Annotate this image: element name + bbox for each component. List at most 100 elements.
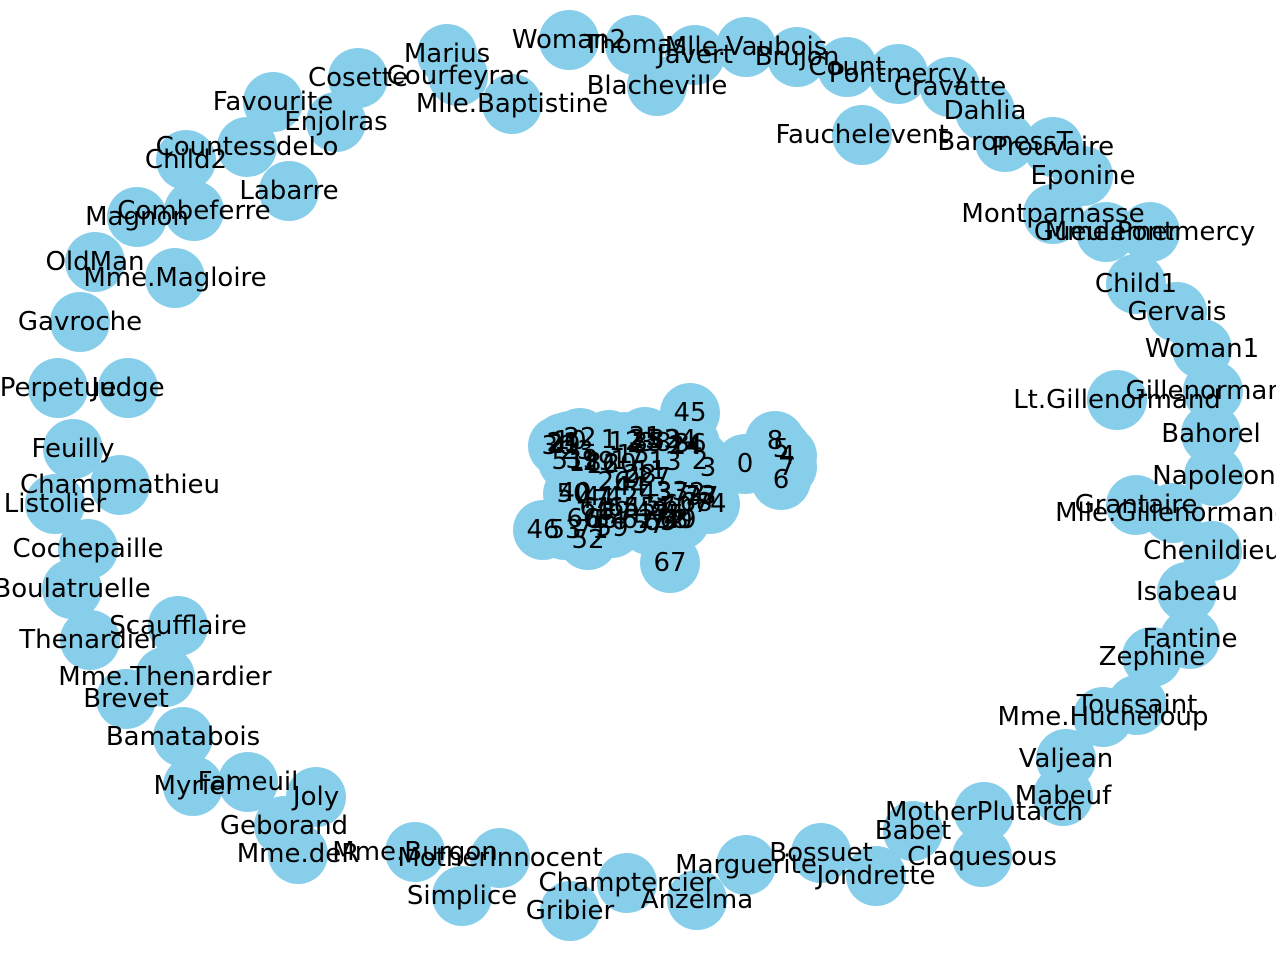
node-label-11: 11 bbox=[633, 456, 666, 486]
node-woman2 bbox=[539, 10, 599, 70]
node-label-28: 28 bbox=[623, 460, 656, 490]
node-label-marguerite: Marguerite bbox=[675, 850, 817, 880]
node-label-46: 46 bbox=[526, 515, 559, 545]
node-label-grantaire: Grantaire bbox=[1075, 490, 1198, 520]
node-label-mme-magloire: Mme.Magloire bbox=[83, 263, 266, 293]
node-label-1: 1 bbox=[601, 425, 618, 455]
node-mme-der bbox=[268, 824, 328, 884]
node-label-montparnasse: Montparnasse bbox=[961, 199, 1144, 229]
node-label-71: 71 bbox=[575, 515, 608, 545]
node-label-69: 69 bbox=[597, 497, 630, 527]
node-label-17: 17 bbox=[610, 446, 643, 476]
node-label-fameuil: Fameuil bbox=[198, 767, 299, 797]
node-label-33: 33 bbox=[655, 477, 688, 507]
node-label-child2: Child2 bbox=[145, 145, 227, 175]
node-lt-gillenormand bbox=[1087, 370, 1147, 430]
node-label-cosette: Cosette bbox=[308, 63, 408, 93]
node-enjolras bbox=[306, 92, 366, 152]
node-fameuil bbox=[218, 752, 278, 812]
node-gavroche bbox=[50, 292, 110, 352]
node-label-joly: Joly bbox=[291, 782, 339, 812]
node-label-fauchelevent: Fauchelevent bbox=[775, 120, 948, 150]
node-label-44: 44 bbox=[613, 472, 646, 502]
node-label-gillenormand: Gillenormand bbox=[1126, 376, 1276, 406]
node-mme-magloire bbox=[145, 248, 205, 308]
node-label-64: 64 bbox=[607, 493, 640, 523]
node-label-54: 54 bbox=[593, 505, 626, 535]
node-label-4: 4 bbox=[779, 441, 796, 471]
node-label-23: 23 bbox=[560, 436, 593, 466]
node-bamatabois bbox=[153, 707, 213, 767]
node-mme-burgon bbox=[385, 822, 445, 882]
node-label-65: 65 bbox=[585, 505, 618, 535]
node-label-19: 19 bbox=[581, 447, 614, 477]
node-zephine bbox=[1122, 627, 1182, 687]
node-label-41: 41 bbox=[583, 482, 616, 512]
node-label-68: 68 bbox=[679, 488, 712, 518]
node-label-58: 58 bbox=[655, 505, 688, 535]
node-brujon bbox=[767, 27, 827, 87]
node-label-judge: Judge bbox=[89, 373, 164, 403]
node-gillenormand bbox=[1183, 361, 1243, 421]
node-label-champtercier: Champtercier bbox=[539, 868, 716, 898]
node-fauchelevent bbox=[832, 105, 892, 165]
node-label-mme-hucheloup: Mme.Hucheloup bbox=[998, 702, 1209, 732]
node-circles bbox=[25, 10, 1244, 941]
node-label-myriel: Myriel bbox=[154, 771, 233, 801]
node-label-72: 72 bbox=[672, 478, 705, 508]
node-label-73: 73 bbox=[683, 481, 716, 511]
node-label-thomas: Thomas bbox=[582, 30, 686, 60]
node-label-boulatruelle: Boulatruelle bbox=[0, 574, 151, 604]
node-label-claquesous: Claquesous bbox=[907, 842, 1057, 872]
node-label-pontmercy: Pontmercy bbox=[829, 59, 967, 89]
node-label-53: 53 bbox=[548, 515, 581, 545]
node-champmathieu bbox=[90, 455, 150, 515]
node-gribier bbox=[540, 881, 600, 941]
node-listolier bbox=[25, 474, 85, 534]
node-label-60: 60 bbox=[659, 505, 692, 535]
node-label-63: 63 bbox=[643, 507, 676, 537]
node-marguerite bbox=[716, 835, 776, 895]
node-label-gribier: Gribier bbox=[526, 896, 615, 926]
node-label-fantine: Fantine bbox=[1143, 624, 1238, 654]
node-label-motherplutarch: MotherPlutarch bbox=[885, 797, 1083, 827]
node-label-10: 10 bbox=[553, 426, 586, 456]
node-label-labarre: Labarre bbox=[239, 176, 338, 206]
node-71 bbox=[562, 500, 622, 560]
node-label-45: 45 bbox=[673, 398, 706, 428]
node-label-66: 66 bbox=[566, 504, 599, 534]
node-label-51: 51 bbox=[551, 446, 584, 476]
node-label-15: 15 bbox=[616, 440, 649, 470]
node-label-42: 42 bbox=[605, 482, 638, 512]
node-label-9: 9 bbox=[624, 465, 641, 495]
node-label-13: 13 bbox=[648, 447, 681, 477]
node-label-40: 40 bbox=[558, 478, 591, 508]
node-11 bbox=[620, 441, 680, 501]
node-label-motherinnocent: MotherInnocent bbox=[397, 843, 602, 873]
node-label-countessdelo: CountessdeLo bbox=[156, 132, 339, 162]
node-label-16: 16 bbox=[585, 450, 618, 480]
node-label-perpetue: Perpetue bbox=[0, 373, 116, 403]
node-label-47: 47 bbox=[576, 485, 609, 515]
node-label-count: Count bbox=[808, 52, 885, 82]
node-label-brujon: Brujon bbox=[755, 42, 840, 72]
node-label-52: 52 bbox=[571, 525, 604, 555]
node-label-magnon: Magnon bbox=[85, 202, 189, 232]
node-isabeau bbox=[1157, 562, 1217, 622]
node-label-combeferre: Combeferre bbox=[117, 196, 270, 226]
node-mabeuf bbox=[1033, 766, 1093, 826]
node-mme-pontmercy bbox=[1120, 202, 1180, 262]
node-label-bahorel: Bahorel bbox=[1161, 419, 1261, 449]
node-label-mme-der: Mme.deR bbox=[237, 839, 360, 869]
node-label-child1: Child1 bbox=[1095, 269, 1177, 299]
node-labarre bbox=[259, 161, 319, 221]
node-claquesous bbox=[952, 827, 1012, 887]
node-label-thenardier: Thenardier bbox=[18, 625, 161, 655]
node-countessdelo bbox=[217, 117, 277, 177]
node-motherplutarch bbox=[954, 782, 1014, 842]
node-napoleon bbox=[1184, 446, 1244, 506]
node-label-bamatabois: Bamatabois bbox=[106, 722, 260, 752]
node-feuilly bbox=[43, 419, 103, 479]
node-label-valjean: Valjean bbox=[1019, 744, 1114, 774]
node-combeferre bbox=[164, 181, 224, 241]
